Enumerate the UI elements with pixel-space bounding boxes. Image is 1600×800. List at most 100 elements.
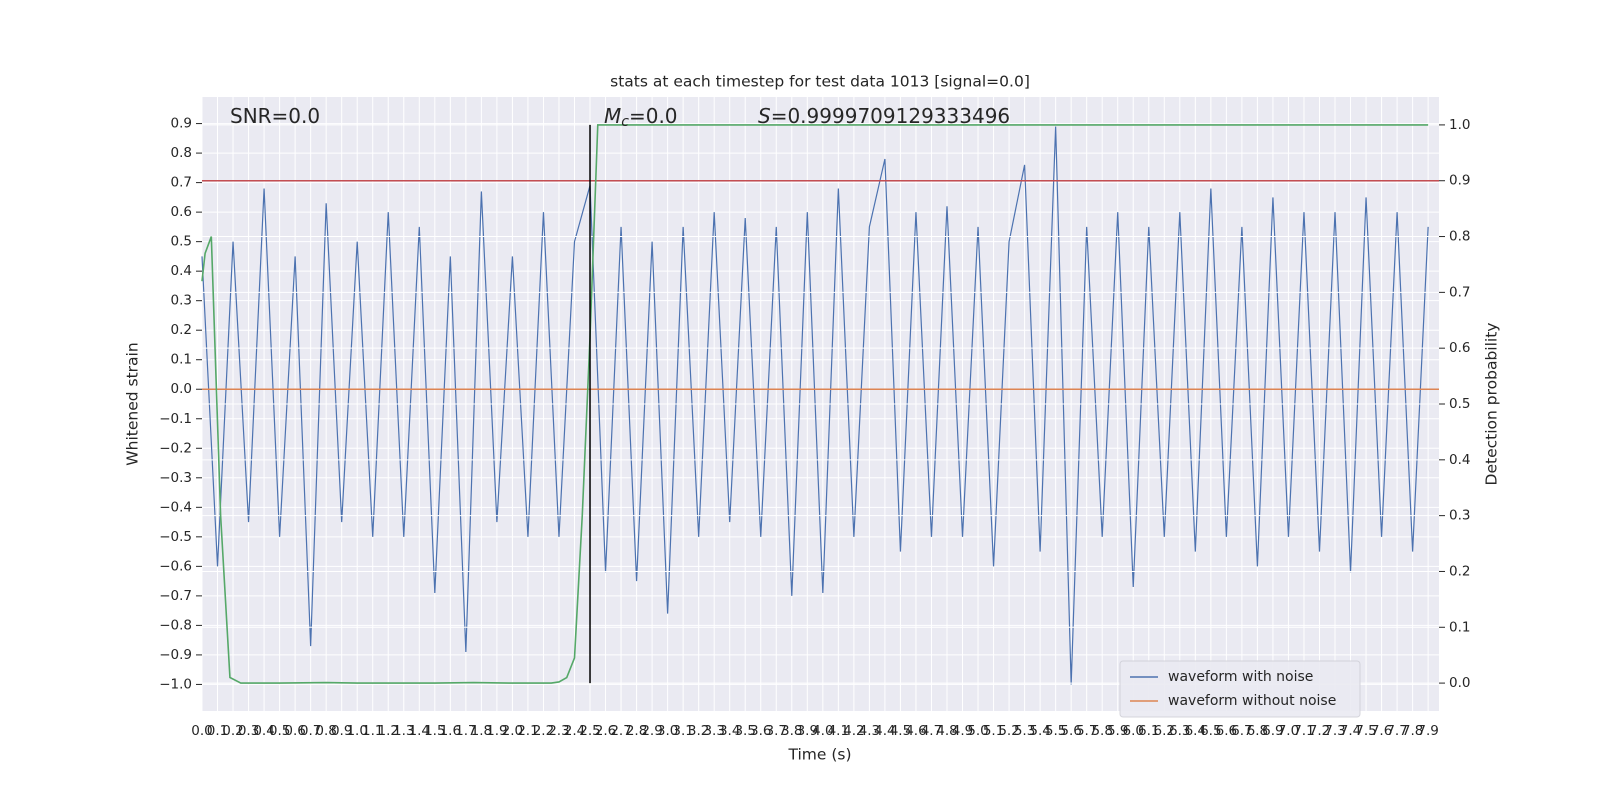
y-tick-label: 0.7 (171, 175, 192, 191)
y-tick-label: 0.0 (171, 381, 192, 397)
x-tick-label: 3.1 (672, 723, 693, 739)
y2-tick-label: 1.0 (1449, 117, 1470, 133)
y-tick-label: 0.1 (171, 352, 192, 368)
x-tick-label: 6.2 (1154, 723, 1175, 739)
x-tick-label: 0.4 (253, 723, 274, 739)
legend-label: waveform with noise (1168, 669, 1313, 685)
x-tick-label: 4.3 (859, 723, 880, 739)
x-tick-label: 4.5 (890, 723, 911, 739)
legend-box (1119, 660, 1361, 718)
x-tick-label: 5.8 (1091, 723, 1112, 739)
x-tick-label: 4.8 (936, 723, 957, 739)
x-tick-label: 2.6 (595, 723, 616, 739)
x-tick-label: 6.9 (1262, 723, 1283, 739)
y2-tick-label: 0.0 (1449, 675, 1470, 691)
x-tick-label: 6.0 (1123, 723, 1144, 739)
y-tick-label: 0.8 (171, 145, 192, 161)
x-tick-label: 2.2 (533, 723, 554, 739)
x-tick-label: 6.6 (1216, 723, 1237, 739)
y2-tick-label: 0.9 (1449, 173, 1470, 189)
x-tick-label: 0.5 (269, 723, 290, 739)
y-tick-label: 0.9 (171, 116, 192, 132)
legend-label: waveform without noise (1168, 693, 1336, 709)
x-tick-label: 3.7 (766, 723, 787, 739)
y-tick-label: 0.3 (171, 293, 192, 309)
x-tick-label: 7.4 (1340, 723, 1361, 739)
annotation: SNR=0.0 (230, 104, 320, 128)
y-axis-label: Whitened strain (124, 342, 142, 465)
x-tick-label: 6.7 (1231, 723, 1252, 739)
y-tick-label: −0.6 (159, 558, 192, 574)
x-tick-label: 1.7 (455, 723, 476, 739)
x-tick-label: 0.1 (207, 723, 228, 739)
x-tick-label: 6.5 (1200, 723, 1221, 739)
x-tick-label: 1.6 (440, 723, 461, 739)
x-tick-label: 4.1 (828, 723, 849, 739)
chart-title: stats at each timestep for test data 101… (610, 73, 1030, 91)
x-tick-label: 4.6 (905, 723, 926, 739)
x-tick-label: 3.2 (688, 723, 709, 739)
x-tick-label: 7.9 (1417, 723, 1438, 739)
y-tick-label: 0.2 (171, 322, 192, 338)
x-tick-label: 3.3 (703, 723, 724, 739)
annotation-text: =0.0 (629, 104, 678, 128)
x-tick-label: 6.3 (1169, 723, 1190, 739)
annotation: Mc=0.0 (604, 104, 678, 131)
y2-tick-label: 0.5 (1449, 396, 1470, 412)
x-tick-label: 5.3 (1014, 723, 1035, 739)
x-tick-label: 3.6 (750, 723, 771, 739)
y2-tick-label: 0.7 (1449, 284, 1470, 300)
y2-tick-label: 0.8 (1449, 229, 1470, 245)
x-tick-label: 5.4 (1029, 723, 1050, 739)
x-tick-label: 2.7 (610, 723, 631, 739)
x-tick-label: 4.7 (921, 723, 942, 739)
x-tick-label: 2.5 (579, 723, 600, 739)
y-tick-label: −0.7 (159, 588, 192, 604)
x-tick-label: 7.5 (1355, 723, 1376, 739)
x-tick-label: 0.0 (191, 723, 212, 739)
x-axis-label: Time (s) (787, 746, 851, 764)
y2-tick-label: 0.2 (1449, 563, 1470, 579)
x-tick-label: 3.4 (719, 723, 740, 739)
x-tick-label: 3.0 (657, 723, 678, 739)
series-line (201, 126, 1429, 685)
x-tick-label: 6.4 (1185, 723, 1206, 739)
x-tick-label: 2.3 (548, 723, 569, 739)
x-tick-label: 5.0 (967, 723, 988, 739)
y-tick-label: 0.6 (171, 204, 192, 220)
x-tick-label: 7.8 (1402, 723, 1423, 739)
x-tick-label: 7.0 (1278, 723, 1299, 739)
y-tick-label: −0.8 (159, 617, 192, 633)
y2-axis-label: Detection probability (1483, 323, 1501, 486)
x-tick-label: 4.0 (812, 723, 833, 739)
x-tick-label: 1.1 (362, 723, 383, 739)
x-tick-label: 5.6 (1060, 723, 1081, 739)
x-tick-label: 2.4 (564, 723, 585, 739)
x-tick-label: 4.9 (952, 723, 973, 739)
x-tick-label: 3.9 (797, 723, 818, 739)
annotation-text: =0.9999709129333496 (771, 104, 1010, 128)
x-tick-label: 0.3 (238, 723, 259, 739)
y2-tick-label: 0.6 (1449, 340, 1470, 356)
y2-tick-label: 0.3 (1449, 508, 1470, 524)
x-tick-label: 7.2 (1309, 723, 1330, 739)
x-tick-label: 5.5 (1045, 723, 1066, 739)
x-tick-label: 5.1 (983, 723, 1004, 739)
series-line (201, 124, 1429, 684)
x-tick-label: 0.6 (284, 723, 305, 739)
annotation-subscript: c (621, 114, 629, 130)
x-tick-label: 1.2 (378, 723, 399, 739)
y-tick-label: −0.4 (159, 499, 192, 515)
x-tick-label: 7.7 (1386, 723, 1407, 739)
x-tick-label: 6.8 (1247, 723, 1268, 739)
y-tick-label: −0.5 (159, 529, 192, 545)
x-tick-label: 0.7 (300, 723, 321, 739)
y-tick-label: −1.0 (159, 676, 192, 692)
x-tick-label: 2.0 (502, 723, 523, 739)
x-tick-label: 1.3 (393, 723, 414, 739)
y2-tick-label: 0.4 (1449, 452, 1470, 468)
y-tick-label: −0.9 (159, 647, 192, 663)
y-tick-label: 0.5 (171, 234, 192, 250)
annotation: S=0.9999709129333496 (758, 104, 1010, 128)
